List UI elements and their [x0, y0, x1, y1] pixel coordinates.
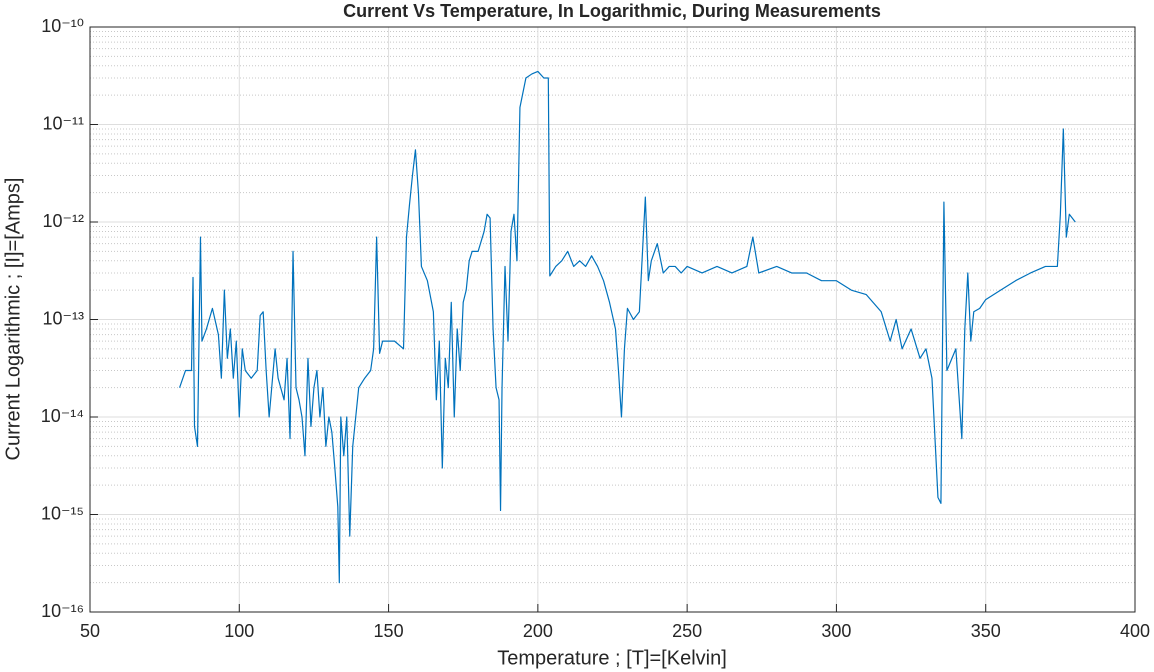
x-tick-label: 150 [374, 621, 404, 641]
plot-frame [89, 26, 1136, 613]
chart-title: Current Vs Temperature, In Logarithmic, … [343, 1, 881, 21]
y-tick-label: 10⁻¹¹ [42, 113, 84, 133]
x-tick-label: 100 [224, 621, 254, 641]
x-tick-label: 250 [672, 621, 702, 641]
y-axis-label: Current Logarithmic ; [I]=[Amps] [2, 178, 24, 461]
y-tick-label: 10⁻¹⁶ [41, 601, 84, 621]
x-tick-label: 350 [971, 621, 1001, 641]
y-tick-label: 10⁻¹⁰ [41, 16, 84, 36]
x-tick-label: 300 [821, 621, 851, 641]
y-tick-label: 10⁻¹² [42, 211, 84, 231]
y-tick-label: 10⁻¹⁵ [41, 503, 84, 523]
x-tick-label: 400 [1120, 621, 1150, 641]
y-tick-label: 10⁻¹⁴ [41, 406, 84, 426]
y-tick-label: 10⁻¹³ [42, 308, 84, 328]
x-axis-label: Temperature ; [T]=[Kelvin] [497, 647, 727, 669]
x-tick-label: 200 [523, 621, 553, 641]
data-line [179, 70, 1076, 584]
x-tick-label: 50 [80, 621, 100, 641]
